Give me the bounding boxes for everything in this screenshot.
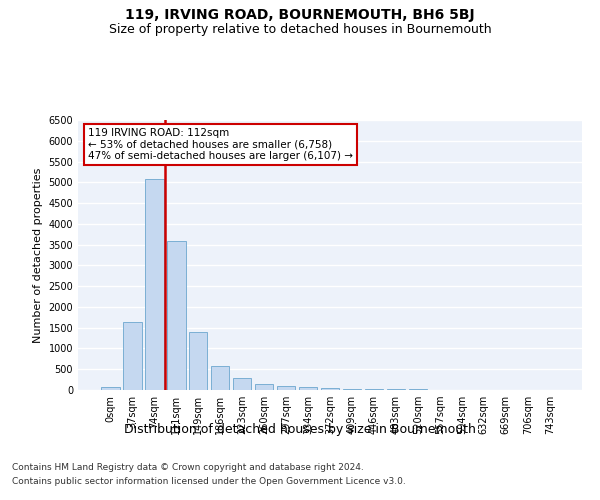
Text: Distribution of detached houses by size in Bournemouth: Distribution of detached houses by size … bbox=[124, 422, 476, 436]
Bar bbox=[101, 387, 119, 390]
Bar bbox=[277, 386, 295, 390]
Bar bbox=[233, 378, 251, 390]
Bar bbox=[386, 389, 405, 390]
Bar bbox=[365, 389, 383, 390]
Y-axis label: Number of detached properties: Number of detached properties bbox=[33, 168, 43, 342]
Bar bbox=[167, 241, 185, 390]
Text: Contains HM Land Registry data © Crown copyright and database right 2024.: Contains HM Land Registry data © Crown c… bbox=[12, 462, 364, 471]
Bar bbox=[320, 388, 340, 390]
Text: Size of property relative to detached houses in Bournemouth: Size of property relative to detached ho… bbox=[109, 22, 491, 36]
Bar bbox=[145, 179, 164, 390]
Bar bbox=[343, 389, 361, 390]
Bar bbox=[255, 384, 274, 390]
Bar bbox=[189, 332, 208, 390]
Text: 119, IRVING ROAD, BOURNEMOUTH, BH6 5BJ: 119, IRVING ROAD, BOURNEMOUTH, BH6 5BJ bbox=[125, 8, 475, 22]
Text: Contains public sector information licensed under the Open Government Licence v3: Contains public sector information licen… bbox=[12, 478, 406, 486]
Text: 119 IRVING ROAD: 112sqm
← 53% of detached houses are smaller (6,758)
47% of semi: 119 IRVING ROAD: 112sqm ← 53% of detache… bbox=[88, 128, 353, 162]
Bar bbox=[299, 387, 317, 390]
Bar bbox=[211, 366, 229, 390]
Bar bbox=[123, 322, 142, 390]
